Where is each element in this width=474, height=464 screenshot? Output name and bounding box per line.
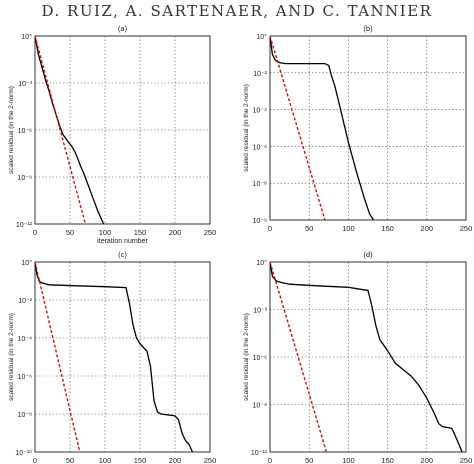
series-line-solid: [34, 261, 194, 453]
chart-title: (d): [363, 250, 373, 259]
x-tick-label: 150: [381, 224, 394, 233]
x-tick-label: 100: [99, 228, 112, 237]
y-tick-label: 10⁻³: [253, 308, 267, 315]
y-tick-label: 10⁻⁴: [253, 108, 268, 115]
plot-frame: [269, 35, 467, 221]
x-tick-label: 0: [33, 456, 37, 464]
x-tick-label: 0: [268, 224, 272, 233]
plot-frame: [34, 261, 211, 453]
series-line-dashed: [269, 35, 326, 221]
y-tick-label: 10°: [256, 259, 267, 267]
plot-frame: [269, 261, 467, 453]
y-tick-label: 10⁻⁹: [18, 175, 32, 182]
y-tick-label: 10°: [256, 33, 267, 41]
x-tick-label: 50: [66, 456, 74, 464]
x-tick-label: 100: [342, 456, 355, 464]
x-tick-label: 100: [99, 456, 112, 464]
series-line-dashed: [34, 35, 87, 225]
y-tick-label: 10°: [21, 259, 32, 267]
y-tick-label: 10⁻¹²: [16, 222, 33, 229]
x-tick-label: 150: [381, 456, 394, 464]
series-line-dashed: [269, 261, 328, 453]
x-tick-label: 150: [134, 456, 147, 464]
series-line-solid: [269, 35, 375, 221]
x-tick-label: 250: [460, 456, 473, 464]
x-tick-label: 0: [33, 228, 37, 237]
chart-title: (b): [363, 24, 373, 33]
y-tick-label: 10⁻²: [18, 298, 32, 305]
x-tick-label: 200: [169, 228, 182, 237]
y-tick-label: 10⁻⁶: [253, 144, 267, 151]
plot-frame: [34, 35, 211, 225]
x-tick-label: 0: [268, 456, 272, 464]
y-tick-label: 10⁻⁶: [18, 374, 32, 381]
x-tick-label: 50: [66, 228, 74, 237]
series-line-solid: [34, 35, 105, 225]
y-tick-label: 10⁻⁴: [18, 336, 33, 343]
y-tick-label: 10⁻⁸: [253, 181, 267, 188]
chart-title: (a): [118, 24, 128, 33]
y-tick-label: 10⁻⁸: [18, 412, 32, 419]
series-line-dashed: [34, 261, 81, 453]
y-axis-label: scaled residual (in the 2-norm): [8, 313, 15, 401]
y-tick-label: 10⁻⁹: [253, 403, 267, 410]
x-tick-label: 100: [342, 224, 355, 233]
y-tick-label: 10⁻⁶: [18, 128, 32, 135]
y-axis-label: scaled residual (in the 2-norm): [8, 86, 15, 174]
y-axis-label: scaled residual (in the 2-norm): [243, 84, 250, 172]
x-tick-label: 250: [460, 224, 473, 233]
y-tick-label: 10⁻³: [18, 81, 32, 88]
x-tick-label: 200: [421, 456, 434, 464]
y-tick-label: 10⁻⁶: [253, 355, 267, 362]
x-tick-label: 50: [305, 224, 313, 233]
chart-title: (c): [118, 250, 127, 259]
x-tick-label: 50: [305, 456, 313, 464]
y-tick-label: 10⁻¹⁰: [15, 449, 32, 457]
chart-3: 0 50 100 150 200 250 10° 10⁻² 10⁻⁴ 10⁻⁶ 10⁻⁸ 10⁻¹⁰ (…: [8, 250, 216, 464]
x-axis-label: iteration number: [97, 238, 148, 245]
chart-4: 05010015020025010°10⁻³10⁻⁶10⁻⁹10⁻¹²(d)it…: [243, 250, 472, 464]
page-header: D. RUIZ, A. SARTENAER, AND C. TANNIER: [41, 2, 433, 20]
y-tick-label: 10⁻²: [253, 71, 267, 78]
y-axis-label: scaled residual (in the 2-norm): [243, 313, 250, 401]
chart-2: 0 50 100 150 200 250 10° 10⁻² 10⁻⁴ 10⁻⁶ 10⁻⁸ 10⁻⁹ (b…: [243, 24, 472, 233]
y-tick-label: 10°: [21, 33, 32, 41]
x-tick-label: 200: [421, 224, 434, 233]
chart-1: 0 50 100 150 200 250 10° 10⁻³ 10⁻⁶ 10⁻⁹ 10⁻¹² (a) it…: [8, 24, 216, 245]
series-line-solid: [269, 261, 463, 453]
x-tick-label: 250: [204, 228, 217, 237]
y-tick-label: 10⁻⁹: [253, 218, 267, 225]
x-tick-label: 200: [169, 456, 182, 464]
y-tick-label: 10⁻¹²: [251, 450, 268, 457]
x-tick-label: 150: [134, 228, 147, 237]
x-tick-label: 250: [204, 456, 217, 464]
